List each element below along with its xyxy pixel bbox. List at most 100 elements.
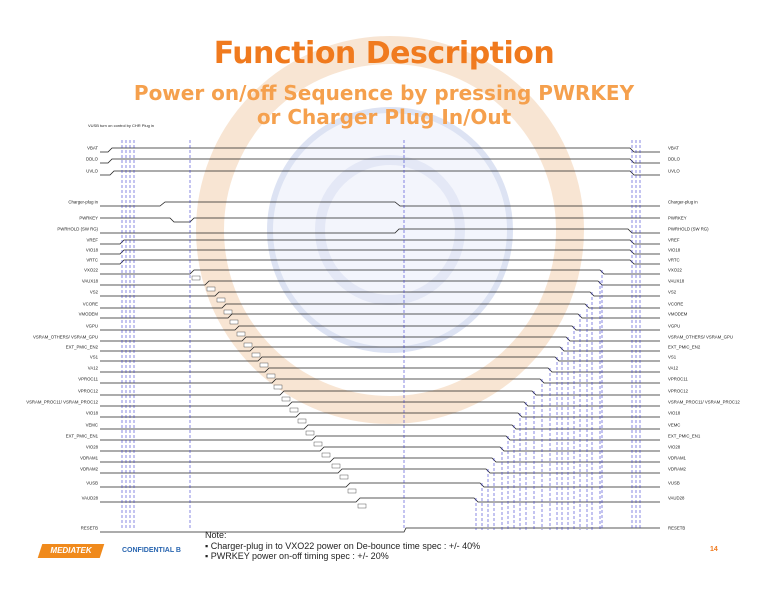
signal-waveform	[100, 435, 660, 441]
left-signal-label: VEMC	[86, 423, 98, 428]
signal-waveform	[100, 367, 660, 373]
signal-waveform	[100, 446, 660, 452]
timing-marker	[297, 418, 307, 424]
right-signal-label: VGPU	[668, 324, 680, 329]
page-number: 14	[710, 546, 718, 553]
note-item-2-text: PWRKEY power on-off timing spec : +/- 20…	[210, 551, 389, 561]
right-signal-label: PWRKEY	[668, 216, 687, 221]
right-signal-label: DDLO	[668, 157, 681, 162]
left-signal-label: VPROC11	[78, 377, 98, 382]
right-signal-label: VUSB	[668, 481, 680, 486]
timing-marker	[321, 452, 331, 458]
notes-block: Note: ▪ Charger-plug in to VXO22 power o…	[205, 530, 480, 562]
timing-marker	[313, 441, 323, 447]
signal-waveform	[100, 147, 660, 153]
timing-marker	[216, 297, 226, 303]
signal-waveform	[100, 201, 660, 207]
right-signal-label: VDRAM2	[668, 467, 687, 472]
note-item-1-text: Charger-plug in to VXO22 power on De-bou…	[210, 540, 481, 551]
right-signal-label: VMODEM	[668, 312, 688, 317]
left-signal-label: VMODEM	[79, 312, 99, 317]
signal-waveform	[100, 217, 660, 223]
signal-waveform	[100, 280, 660, 286]
left-signal-label: VUSB	[86, 481, 98, 486]
timing-marker	[289, 407, 299, 413]
right-signal-label: VAUX18	[668, 279, 685, 284]
timing-marker	[281, 396, 291, 402]
left-signal-label: VDRAM2	[80, 467, 99, 472]
signal-waveform	[100, 482, 660, 488]
left-signal-label: VIO18	[86, 411, 99, 416]
notes-heading: Note:	[205, 530, 227, 540]
right-signal-label: VIO28	[668, 445, 681, 450]
timing-marker	[243, 342, 253, 348]
signal-waveform	[100, 158, 660, 164]
timing-marker	[206, 286, 216, 292]
timing-marker	[223, 309, 233, 315]
right-signal-label: VPROC11	[668, 377, 688, 382]
left-signal-label: VA12	[88, 366, 99, 371]
timing-marker	[251, 352, 261, 358]
signal-waveform	[100, 170, 660, 176]
right-signal-label: VA12	[668, 366, 679, 371]
right-signal-label: EXT_PMIC_EN1	[668, 434, 701, 439]
right-signal-label: VSRAM_PROC11/ VSRAM_PROC12	[668, 400, 740, 405]
left-signal-label: VXO22	[84, 268, 98, 273]
right-signal-label: RESETB	[668, 526, 685, 531]
right-signal-label: UVLO	[668, 169, 680, 174]
left-signal-label: EXT_PMIC_EN2	[66, 345, 99, 350]
signal-waveform	[100, 346, 660, 352]
right-signal-label: VRTC	[668, 258, 680, 263]
note-item-2: ▪ PWRKEY power on-off timing spec : +/- …	[205, 551, 389, 561]
right-signal-label: VIO18	[668, 411, 681, 416]
signal-waveform	[100, 378, 660, 384]
left-signal-label: VIO28	[86, 445, 99, 450]
signal-waveform	[100, 325, 660, 331]
left-signal-label: VBAT	[87, 146, 98, 151]
signal-waveform	[100, 239, 660, 245]
left-signal-label: VPROC12	[78, 389, 99, 394]
signal-waveform	[100, 457, 660, 463]
signal-waveform	[100, 259, 660, 265]
left-signal-label: VAUX18	[82, 279, 99, 284]
signal-waveform	[100, 228, 660, 234]
timing-marker	[266, 373, 276, 379]
signal-waveform	[100, 303, 660, 309]
left-signal-label: RESETB	[81, 526, 98, 531]
left-signal-label: VDRAM1	[80, 456, 99, 461]
left-signal-label: Charger-plug in	[68, 200, 98, 205]
confidential-label: CONFIDENTIAL B	[122, 547, 181, 554]
right-signal-label: VREF	[668, 238, 680, 243]
mediatek-logo: MEDIATEK	[37, 544, 105, 558]
signal-waveform	[100, 401, 660, 407]
right-signal-label: VPROC12	[668, 389, 689, 394]
signal-waveform	[100, 468, 660, 474]
timing-marker	[357, 503, 367, 509]
right-signal-label: PWRHOLD (SW RG)	[668, 227, 709, 232]
left-signal-label: DDLO	[86, 157, 99, 162]
left-signal-label: VS2	[90, 290, 99, 295]
signal-waveform	[100, 269, 660, 275]
signal-waveform	[100, 412, 660, 418]
left-signal-label: PWRHOLD (SW RG)	[57, 227, 98, 232]
subtitle-line2: or Charger Plug In/Out	[256, 105, 512, 129]
right-signal-label: VS1	[668, 355, 677, 360]
right-signal-label: EXT_PMIC_EN2	[668, 345, 701, 350]
left-signal-label: VIO18	[86, 248, 99, 253]
logo-text: MEDIATEK	[50, 546, 92, 555]
note-item-1: ▪ Charger-plug in to VXO22 power on De-b…	[205, 540, 481, 551]
left-signal-label: UVLO	[86, 169, 98, 174]
timing-marker	[273, 384, 283, 390]
signal-waveform	[100, 424, 660, 430]
right-signal-label: Charger-plug in	[668, 200, 698, 205]
signal-waveform	[100, 527, 660, 533]
left-signal-label: EXT_PMIC_EN1	[66, 434, 99, 439]
timing-marker	[191, 275, 201, 281]
left-signal-label: VRTC	[86, 258, 98, 263]
left-signal-label: VGPU	[86, 324, 98, 329]
timing-marker	[331, 463, 341, 469]
left-signal-label: VCORE	[83, 302, 98, 307]
vusb-note: VUSB turn on control by CHR Plug in	[88, 123, 155, 128]
